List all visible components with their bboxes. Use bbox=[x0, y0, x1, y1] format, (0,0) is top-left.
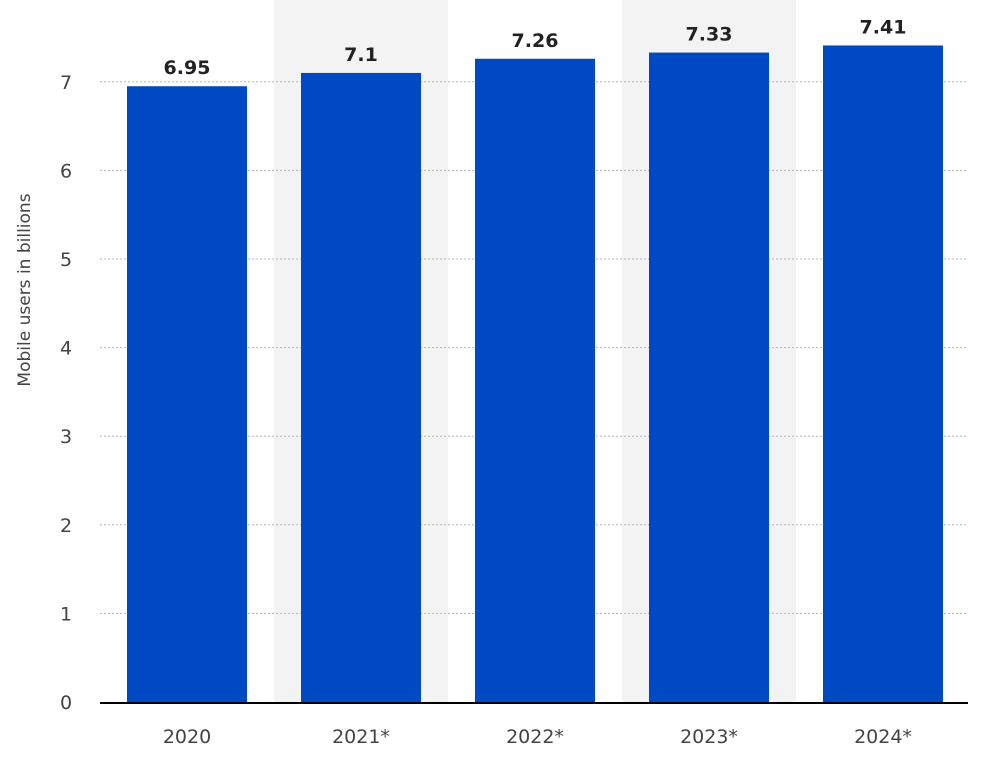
data-label: 7.1 bbox=[344, 44, 378, 66]
y-tick-label: 4 bbox=[60, 338, 72, 360]
data-label: 7.41 bbox=[860, 16, 907, 38]
data-labels: 6.95 7.1 7.26 7.33 7.41 bbox=[164, 16, 907, 79]
x-tick-label: 2021* bbox=[332, 726, 390, 748]
y-tick-label: 2 bbox=[60, 515, 72, 537]
y-tick-label: 3 bbox=[60, 426, 72, 448]
x-tick-label: 2020 bbox=[163, 726, 211, 748]
y-tick-label: 0 bbox=[60, 692, 72, 714]
bar bbox=[649, 52, 769, 702]
y-tick-labels: 0 1 2 3 4 5 6 7 bbox=[60, 72, 72, 714]
y-tick-label: 5 bbox=[60, 249, 72, 271]
bar bbox=[475, 58, 595, 703]
x-tick-label: 2022* bbox=[506, 726, 564, 748]
x-tick-label: 2023* bbox=[680, 726, 738, 748]
data-label: 7.33 bbox=[686, 24, 733, 46]
bar bbox=[127, 86, 247, 703]
bar bbox=[301, 72, 421, 702]
x-tick-label: 2024* bbox=[854, 726, 912, 748]
y-axis-title: Mobile users in billions bbox=[15, 193, 35, 386]
bar bbox=[823, 45, 943, 702]
data-label: 7.26 bbox=[512, 30, 559, 52]
y-tick-label: 7 bbox=[60, 72, 72, 94]
data-label: 6.95 bbox=[164, 57, 211, 79]
y-tick-label: 6 bbox=[60, 160, 72, 182]
x-tick-labels: 2020 2021* 2022* 2023* 2024* bbox=[163, 726, 912, 748]
y-tick-label: 1 bbox=[60, 603, 72, 625]
bars bbox=[127, 45, 943, 703]
